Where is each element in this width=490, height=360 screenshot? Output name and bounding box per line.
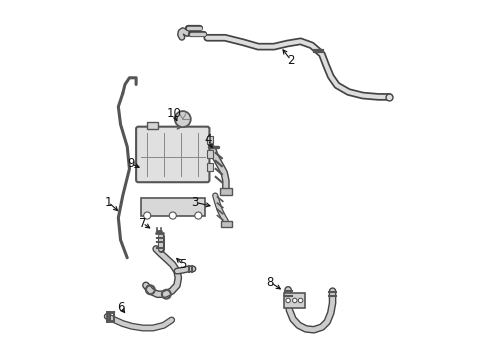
Circle shape <box>175 111 191 127</box>
Circle shape <box>195 212 202 219</box>
Text: 5: 5 <box>179 258 187 271</box>
Circle shape <box>286 298 291 303</box>
Circle shape <box>293 298 297 303</box>
Text: 7: 7 <box>139 217 147 230</box>
Bar <box>147 122 158 129</box>
Circle shape <box>169 212 176 219</box>
Bar <box>207 163 213 171</box>
Circle shape <box>298 298 303 303</box>
Bar <box>284 293 305 307</box>
Bar <box>141 198 205 216</box>
Bar <box>207 150 213 158</box>
Text: 2: 2 <box>287 54 294 67</box>
Text: 3: 3 <box>191 196 198 209</box>
FancyBboxPatch shape <box>136 127 209 182</box>
Text: 6: 6 <box>117 301 124 314</box>
Text: 8: 8 <box>267 276 274 289</box>
Text: 10: 10 <box>167 107 181 120</box>
Text: 1: 1 <box>105 196 112 209</box>
Text: 4: 4 <box>204 134 212 147</box>
Bar <box>220 188 232 195</box>
Text: 9: 9 <box>127 157 135 170</box>
Circle shape <box>144 212 151 219</box>
Bar <box>207 136 213 144</box>
Bar <box>221 221 232 227</box>
